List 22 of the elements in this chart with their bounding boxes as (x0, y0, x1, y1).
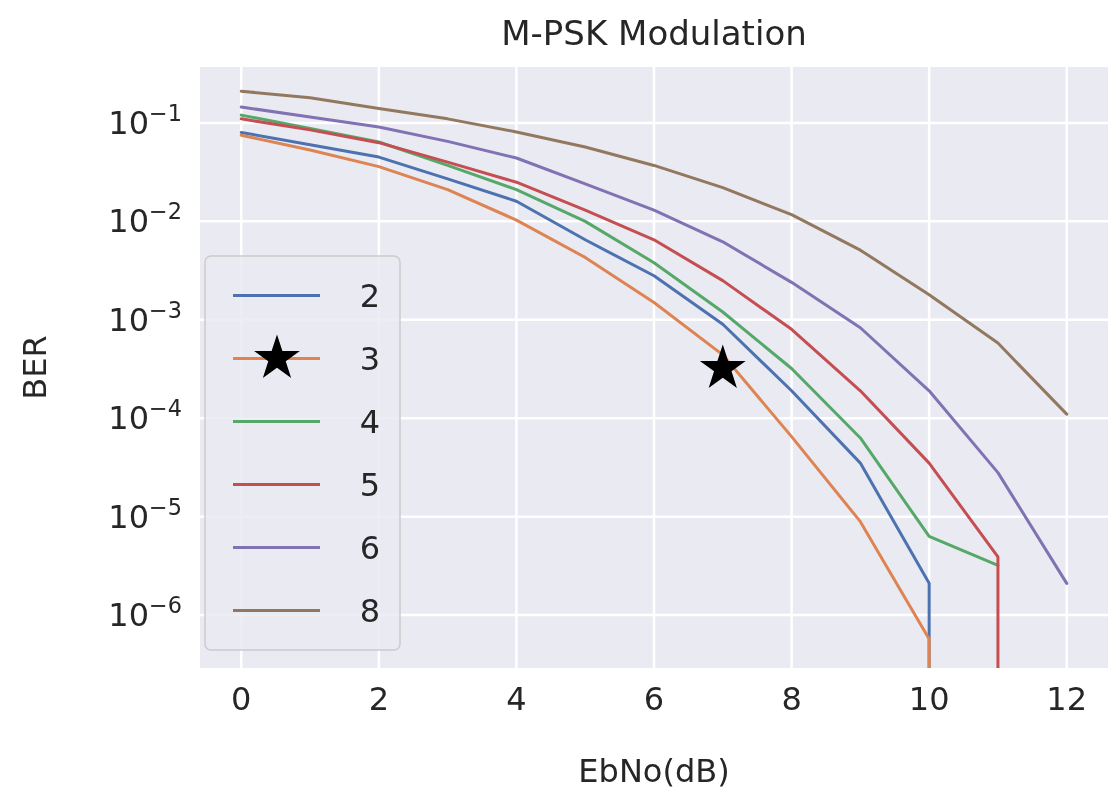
y-tick-label: 10$^{−5}$ (108, 493, 182, 536)
legend-label: 3 (359, 339, 381, 378)
x-tick-label: 10 (908, 680, 950, 718)
x-axis-title: EbNo(dB) (578, 752, 730, 790)
y-axis-title: BER (16, 335, 54, 400)
x-tick-label: 4 (506, 680, 527, 718)
y-tick-label: 10$^{−1}$ (108, 99, 182, 142)
x-tick-label: 2 (368, 680, 390, 718)
x-tick-label: 12 (1046, 680, 1088, 718)
chart-title: M-PSK Modulation (501, 13, 807, 53)
legend-label: 4 (359, 402, 381, 441)
y-tick-label: 10$^{−6}$ (108, 592, 182, 635)
y-tick-label: 10$^{−2}$ (108, 198, 182, 241)
legend-label: 5 (359, 465, 381, 504)
y-tick-label: 10$^{−3}$ (108, 296, 182, 339)
legend-label: 2 (359, 276, 381, 315)
x-tick-label: 6 (643, 680, 665, 718)
x-tick-label: 0 (231, 680, 252, 718)
y-tick-label: 10$^{−4}$ (108, 395, 182, 438)
legend-label: 8 (359, 591, 381, 630)
x-tick-label: 8 (781, 680, 802, 718)
legend-label: 6 (359, 528, 381, 567)
